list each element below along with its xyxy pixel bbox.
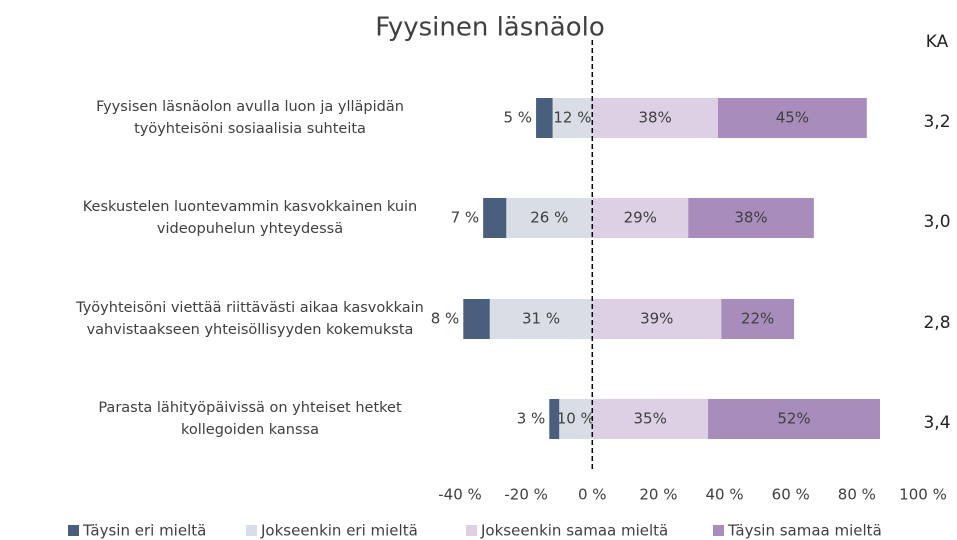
category-label: videopuhelun yhteydessä	[157, 221, 343, 237]
bar-segment	[721, 299, 795, 339]
data-label: 31 %	[522, 310, 560, 328]
category-label: Keskustelen luontevammin kasvokkainen ku…	[83, 199, 418, 215]
ka-value: 3,4	[923, 413, 950, 433]
bar-segment	[536, 98, 553, 138]
x-tick-label: 100 %	[899, 486, 947, 504]
bar-segment	[592, 299, 722, 339]
bar-segment	[549, 399, 560, 439]
data-label: 29%	[624, 209, 657, 227]
legend-label: Jokseenkin samaa mieltä	[480, 522, 668, 540]
x-tick-label: 60 %	[772, 486, 810, 504]
legend-label: Täysin samaa mieltä	[727, 522, 882, 540]
ka-value: 2,8	[923, 313, 950, 333]
data-label: 8 %	[431, 310, 460, 328]
x-tick-label: 80 %	[838, 486, 876, 504]
bar-segment	[559, 399, 593, 439]
legend-label: Jokseenkin eri mieltä	[260, 522, 418, 540]
bar-segment	[592, 198, 689, 238]
x-tick-label: -40 %	[438, 486, 482, 504]
x-tick-label: 20 %	[639, 486, 677, 504]
data-label: 39%	[640, 310, 673, 328]
bar-segment	[506, 198, 593, 238]
legend-swatch	[68, 525, 79, 536]
bar-segment	[463, 299, 490, 339]
category-label: Työyhteisöni viettää riittävästi aikaa k…	[75, 300, 424, 316]
legend-label: Täysin eri mieltä	[82, 522, 206, 540]
data-label: 38%	[638, 109, 671, 127]
data-label: 5 %	[503, 109, 532, 127]
chart-title: Fyysinen läsnäolo	[375, 13, 604, 43]
data-label: 45%	[776, 109, 809, 127]
bar-segment	[708, 399, 881, 439]
x-tick-label: 40 %	[706, 486, 744, 504]
bar-segment	[489, 299, 593, 339]
bar-segment	[688, 198, 814, 238]
category-label: Fyysisen läsnäolon avulla luon ja ylläpi…	[96, 99, 404, 115]
data-label: 26 %	[530, 209, 568, 227]
data-label: 52%	[777, 410, 810, 428]
data-label: 38%	[734, 209, 767, 227]
data-label: 35%	[633, 410, 666, 428]
bar-segment	[552, 98, 593, 138]
data-label: 10 %	[557, 410, 595, 428]
category-label: kollegoiden kanssa	[181, 422, 319, 438]
ka-value: 3,2	[923, 112, 950, 132]
category-label: työyhteisöni sosiaalisia suhteita	[134, 121, 366, 137]
bar-segment	[483, 198, 507, 238]
bar-segment	[592, 399, 709, 439]
bar-segment	[717, 98, 867, 138]
ka-value: 3,0	[923, 212, 950, 232]
category-label: Parasta lähityöpäivissä on yhteiset hetk…	[98, 400, 402, 416]
legend-swatch	[246, 525, 257, 536]
x-tick-label: -20 %	[504, 486, 548, 504]
ka-header: KA	[926, 32, 949, 52]
legend-swatch	[713, 525, 724, 536]
bar-segment	[592, 98, 718, 138]
data-label: 3 %	[517, 410, 546, 428]
legend-swatch	[466, 525, 477, 536]
x-tick-label: 0 %	[578, 486, 607, 504]
data-label: 12 %	[553, 109, 591, 127]
data-label: 7 %	[451, 209, 480, 227]
data-label: 22%	[741, 310, 774, 328]
category-label: vahvistaakseen yhteisöllisyyden kokemuks…	[87, 322, 414, 338]
